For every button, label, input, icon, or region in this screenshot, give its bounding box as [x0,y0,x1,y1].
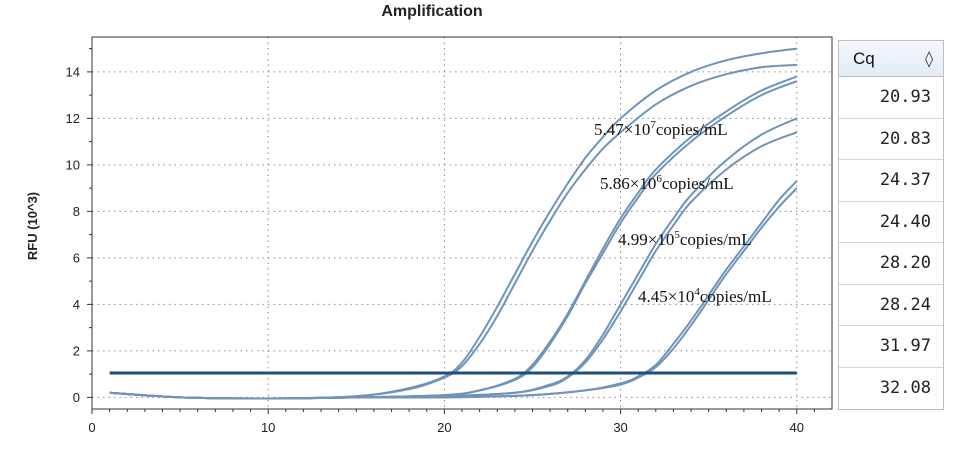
cq-row[interactable]: 32.08 [879,378,931,399]
concentration-label-4: 4.45×104copies/mL [638,286,772,306]
cq-row[interactable]: 20.93 [839,77,943,119]
y-axis-ticks: 0 2 4 6 8 10 12 14 [66,48,92,405]
cq-value-list: 20.93 20.83 24.37 24.40 28.20 28.24 31.97 32.08 [839,77,943,409]
amplification-curve-6 [109,131,798,400]
amplification-chart: Amplification RFU (10^3) 0 2 4 6 8 10 12 14 0 10… [25,3,833,435]
x-axis-ticks: 0 10 20 30 40 [88,409,815,435]
cq-row[interactable]: 24.37 [839,160,943,202]
amplification-curve-1 [109,47,797,400]
cq-panel: Cq ◊ 20.93 20.83 24.37 24.40 28.20 28.24 31.97… [838,40,944,410]
y-tick-label: 14 [66,64,80,79]
cq-row[interactable]: 28.24 [839,285,943,326]
sort-diamond-icon[interactable]: ◊ [925,49,933,68]
y-tick-label: 4 [73,297,80,312]
x-tick-label: 40 [790,420,804,435]
amplification-curve-5 [109,117,798,400]
x-tick-label: 30 [613,420,627,435]
concentration-annotations: 5.47×107copies/mL 5.86×106copies/mL 4.99×1… [594,119,772,306]
y-tick-label: 12 [66,111,80,126]
y-tick-label: 2 [73,343,80,358]
plot-frame [91,36,833,410]
cq-column-header[interactable]: Cq ◊ [839,41,943,77]
y-tick-label: 10 [66,157,80,172]
y-axis-label: RFU (10^3) [25,192,40,260]
concentration-label-1: 5.47×107copies/mL [594,119,728,139]
x-tick-label: 20 [437,420,451,435]
amplification-curve-2 [109,63,797,400]
chart-title: Amplification [381,3,482,20]
cq-row[interactable]: 31.97 [839,326,943,368]
cq-row[interactable]: 28.20 [839,243,943,285]
concentration-label-3: 4.99×105copies/mL [618,229,752,249]
grid-lines [92,37,832,409]
cq-row[interactable]: 24.40 [839,202,943,243]
x-tick-label: 0 [88,420,95,435]
cq-header-label: Cq [853,48,875,68]
concentration-label-2: 5.86×106copies/mL [600,173,734,193]
y-tick-label: 8 [73,204,80,219]
y-tick-label: 0 [73,390,80,405]
y-tick-label: 6 [73,250,80,265]
cq-row[interactable]: 20.83 [839,119,943,160]
x-tick-label: 10 [261,420,275,435]
amplification-curve-8 [109,187,798,400]
amplification-curves [109,47,798,400]
